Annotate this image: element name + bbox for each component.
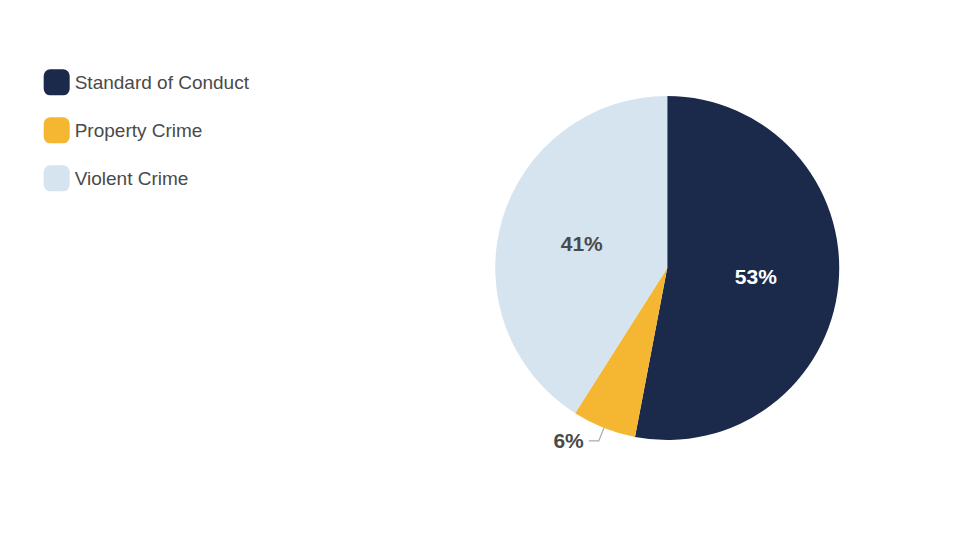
svg-text:41%: 41%	[561, 232, 603, 255]
svg-text:6%: 6%	[553, 429, 584, 452]
svg-text:Standard of Conduct: Standard of Conduct	[75, 72, 250, 93]
svg-text:Property Crime: Property Crime	[75, 120, 203, 141]
svg-text:53%: 53%	[735, 265, 777, 288]
svg-text:Violent Crime: Violent Crime	[75, 168, 189, 189]
